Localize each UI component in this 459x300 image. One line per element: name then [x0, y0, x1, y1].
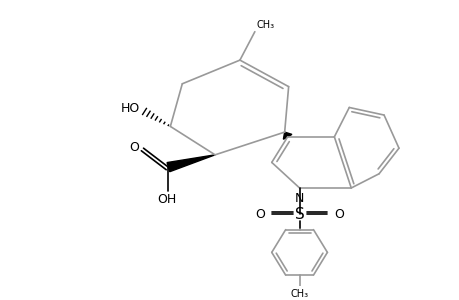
Text: CH₃: CH₃	[290, 289, 308, 299]
Polygon shape	[283, 132, 291, 139]
Text: CH₃: CH₃	[256, 20, 274, 30]
Text: O: O	[254, 208, 264, 221]
Text: OH: OH	[157, 193, 176, 206]
Text: O: O	[129, 141, 139, 154]
Text: N: N	[294, 192, 303, 205]
Text: O: O	[334, 208, 343, 221]
Text: HO: HO	[120, 102, 139, 115]
Text: S: S	[294, 207, 304, 222]
Polygon shape	[167, 155, 215, 172]
